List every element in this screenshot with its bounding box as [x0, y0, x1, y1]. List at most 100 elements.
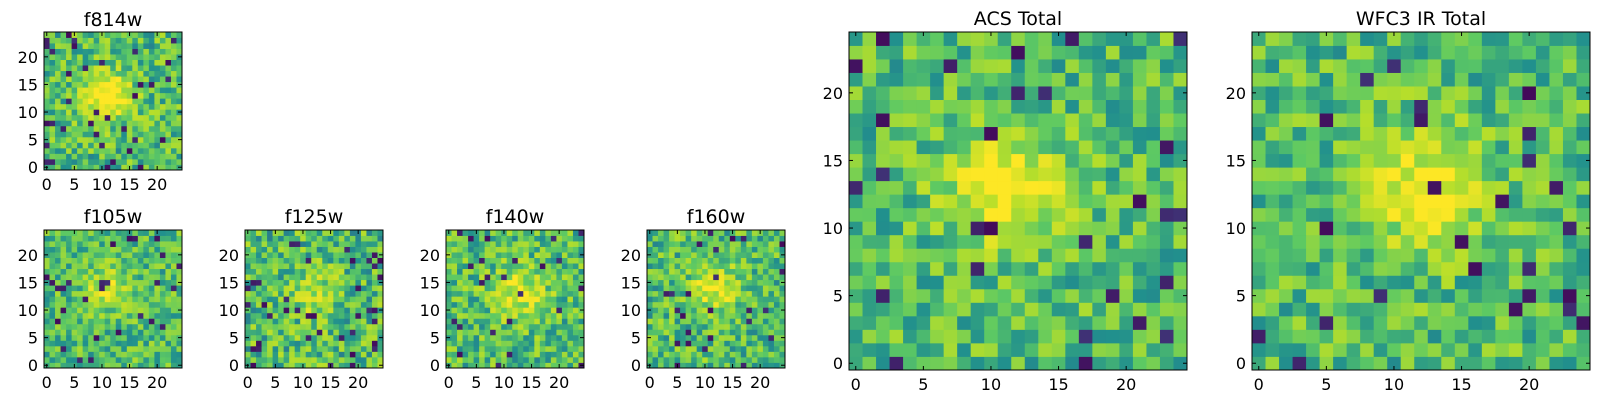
heatmap-cell	[104, 54, 111, 60]
heatmap-cell	[1373, 32, 1388, 46]
heatmap-cell	[1522, 32, 1537, 46]
heatmap-cell	[300, 351, 307, 358]
heatmap-cell	[1495, 275, 1510, 290]
heatmap-cell	[550, 263, 557, 270]
heatmap-cell	[997, 126, 1012, 141]
heatmap-cell	[512, 345, 519, 352]
heatmap-cell	[702, 356, 709, 363]
heatmap-cell	[1078, 113, 1093, 128]
heatmap-cell	[261, 235, 268, 242]
heatmap-cell	[957, 288, 972, 303]
heatmap-cell	[556, 246, 563, 253]
heatmap-cell	[170, 301, 177, 308]
heatmap-cell	[930, 329, 945, 344]
heatmap-cell	[479, 301, 486, 308]
heatmap-cell	[916, 99, 931, 114]
heatmap-cell	[779, 268, 786, 275]
heatmap-cell	[377, 274, 384, 281]
heatmap-cell	[93, 301, 100, 308]
heatmap-cell	[82, 125, 89, 132]
heatmap-cell	[267, 312, 273, 319]
heatmap-cell	[143, 54, 150, 60]
heatmap-cell	[165, 98, 172, 105]
heatmap-cell	[1508, 315, 1523, 330]
heatmap-cell	[490, 274, 497, 281]
heatmap-cell	[1078, 248, 1093, 263]
heatmap-cell	[245, 257, 251, 264]
heatmap-cell	[349, 274, 356, 281]
heatmap-cell	[561, 351, 568, 358]
heatmap-cell	[121, 241, 128, 247]
heatmap-cell	[702, 241, 709, 247]
y-tick-label: 15	[823, 151, 843, 170]
heatmap-cell	[849, 180, 863, 195]
heatmap-cell	[1360, 275, 1375, 290]
heatmap-cell	[669, 334, 675, 341]
heatmap-cell	[702, 257, 709, 264]
heatmap-cell	[1159, 153, 1174, 168]
heatmap-cell	[462, 263, 469, 270]
heatmap-cell	[371, 296, 378, 303]
heatmap-cell	[316, 257, 323, 264]
heatmap-cell	[490, 323, 497, 330]
heatmap-cell	[757, 329, 764, 336]
heatmap-cell	[104, 136, 111, 143]
heatmap-cell	[528, 312, 535, 319]
heatmap-cell	[88, 307, 95, 314]
heatmap-cell	[1441, 275, 1456, 290]
heatmap-cell	[143, 285, 150, 292]
heatmap-cell	[71, 65, 78, 72]
heatmap-cell	[143, 32, 150, 38]
heatmap-cell	[1173, 59, 1188, 73]
y-tick-label: 0	[28, 356, 38, 375]
heatmap-cell	[55, 37, 61, 44]
y-tick-label: 10	[18, 301, 38, 320]
heatmap-cell	[283, 235, 290, 242]
heatmap-cell	[1549, 342, 1564, 357]
heatmap-cell	[462, 318, 469, 325]
heatmap-cell	[1468, 126, 1483, 141]
heatmap-cell	[768, 274, 775, 281]
heatmap-cell	[283, 246, 290, 253]
heatmap-cell	[517, 307, 524, 314]
heatmap-cell	[1400, 329, 1415, 344]
heatmap-cell	[137, 307, 144, 314]
heatmap-cell	[479, 285, 486, 292]
heatmap-cell	[1159, 32, 1174, 46]
heatmap-cell	[1346, 221, 1361, 236]
heatmap-cell	[1159, 45, 1174, 60]
heatmap-cell	[1306, 248, 1320, 263]
heatmap-cell	[311, 345, 318, 352]
heatmap-cell	[1535, 329, 1550, 344]
heatmap-cell	[724, 318, 731, 325]
x-tick-label: 15	[521, 373, 541, 392]
heatmap-cell	[903, 315, 917, 330]
heatmap-cell	[121, 32, 128, 38]
heatmap-cell	[104, 301, 111, 308]
heatmap-cell	[159, 290, 166, 297]
heatmap-cell	[916, 261, 931, 276]
heatmap-cell	[338, 279, 345, 286]
heatmap-cell	[338, 290, 345, 297]
heatmap-cell	[143, 263, 150, 270]
heatmap-cell	[970, 342, 985, 357]
heatmap-cell	[88, 153, 95, 160]
heatmap-cell	[930, 153, 945, 168]
heatmap-cell	[550, 345, 557, 352]
heatmap-cell	[1279, 207, 1293, 222]
heatmap-cell	[889, 86, 904, 100]
heatmap-cell	[344, 356, 351, 363]
heatmap-cell	[154, 345, 161, 352]
heatmap-cell	[889, 221, 904, 236]
heatmap-cell	[1279, 113, 1293, 128]
heatmap-cell	[479, 290, 486, 297]
heatmap-cell	[1481, 86, 1496, 100]
heatmap-cell	[132, 351, 139, 358]
heatmap-cell	[1132, 234, 1147, 249]
heatmap-cell	[685, 334, 692, 341]
heatmap-cell	[1333, 342, 1348, 357]
heatmap-cell	[355, 246, 362, 253]
heatmap-cell	[165, 76, 172, 83]
heatmap-cell	[930, 342, 945, 357]
heatmap-cell	[550, 351, 557, 358]
